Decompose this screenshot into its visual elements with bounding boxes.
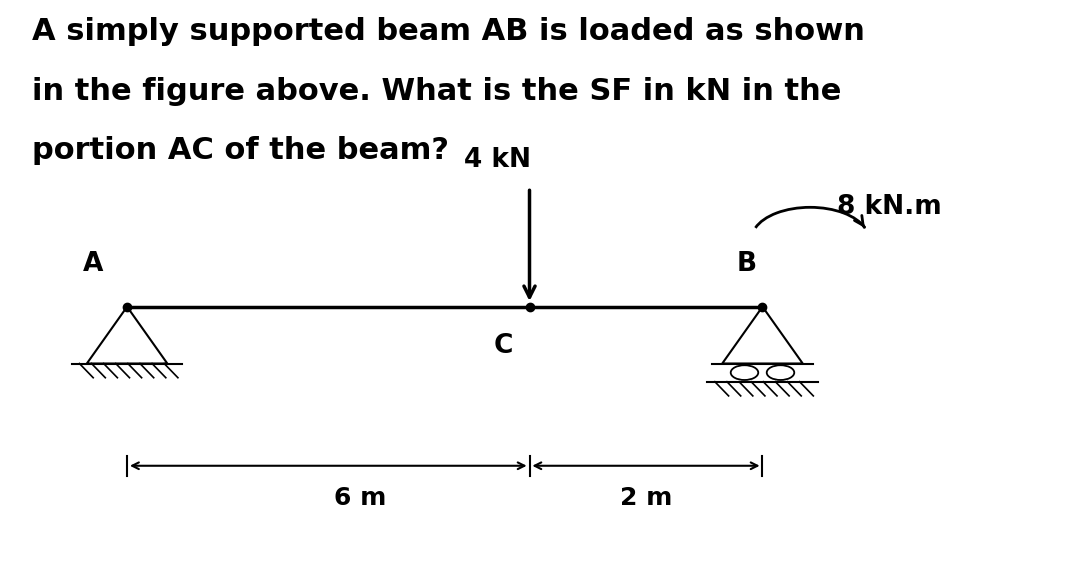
Text: A: A [83, 251, 104, 277]
Text: in the figure above. What is the SF in kN in the: in the figure above. What is the SF in k… [31, 77, 841, 106]
Text: 2 m: 2 m [620, 486, 672, 509]
Text: portion AC of the beam?: portion AC of the beam? [31, 136, 449, 165]
Text: 4 kN: 4 kN [464, 147, 531, 173]
Text: B: B [737, 251, 757, 277]
Text: 8 kN.m: 8 kN.m [837, 194, 942, 220]
Text: A simply supported beam AB is loaded as shown: A simply supported beam AB is loaded as … [31, 17, 865, 46]
Text: C: C [494, 333, 513, 360]
Text: 6 m: 6 m [334, 486, 387, 509]
